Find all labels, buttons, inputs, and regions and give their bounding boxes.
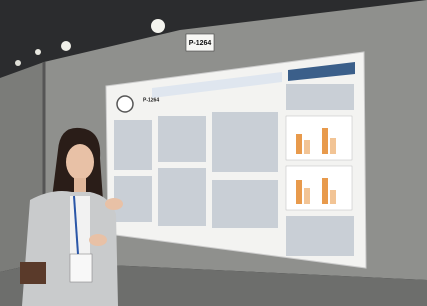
poster-code: P-1264 bbox=[143, 97, 159, 103]
text-block bbox=[158, 116, 206, 162]
text-block bbox=[212, 112, 278, 172]
ceiling-light bbox=[61, 41, 71, 51]
hand bbox=[89, 234, 107, 246]
poster-bar bbox=[330, 190, 336, 204]
neck bbox=[74, 178, 86, 192]
text-block bbox=[212, 180, 278, 228]
text-block bbox=[114, 176, 152, 222]
text-block bbox=[286, 84, 354, 110]
poster-chart bbox=[286, 166, 352, 210]
poster-bar bbox=[322, 178, 328, 204]
hand bbox=[105, 198, 123, 210]
text-block bbox=[114, 120, 152, 170]
text-block bbox=[286, 216, 354, 256]
poster-bar bbox=[322, 128, 328, 154]
text-block bbox=[158, 168, 206, 226]
poster-bar bbox=[304, 188, 310, 204]
poster-bar bbox=[304, 140, 310, 154]
face bbox=[66, 144, 94, 180]
ceiling-light bbox=[35, 49, 41, 55]
scene: P-1264 P-1264 bbox=[0, 0, 427, 306]
badge bbox=[70, 254, 92, 282]
poster-bar bbox=[296, 180, 302, 204]
poster-bar bbox=[330, 138, 336, 154]
poster-logo bbox=[117, 96, 133, 112]
bag bbox=[20, 262, 46, 284]
ceiling-light bbox=[15, 60, 21, 66]
ceiling-light bbox=[151, 19, 165, 33]
poster-bar bbox=[296, 134, 302, 154]
poster-chart bbox=[286, 116, 352, 160]
sign-label: P-1264 bbox=[189, 40, 212, 47]
